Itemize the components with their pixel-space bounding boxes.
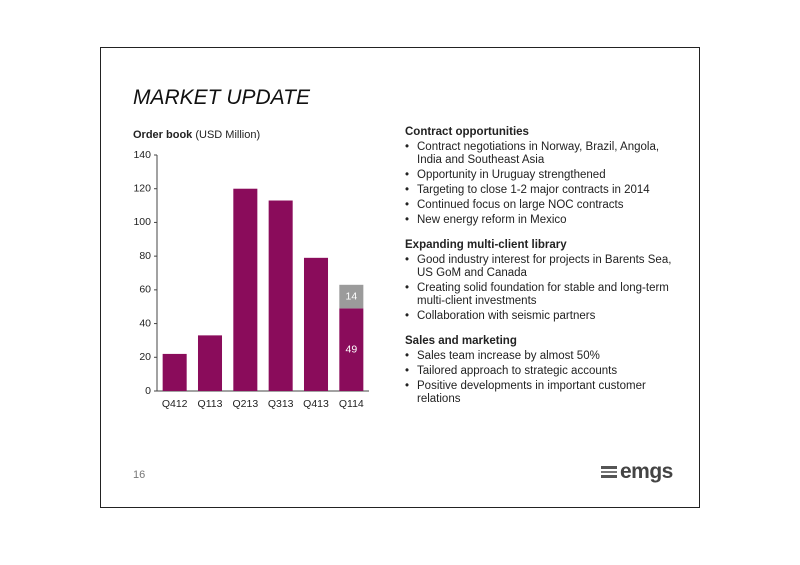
bullet: New energy reform in Mexico [405, 214, 680, 227]
chart-unit: (USD Million) [195, 129, 260, 141]
bullet: Sales team increase by almost 50% [405, 350, 680, 363]
section: Sales and marketing Sales team increase b… [405, 335, 680, 406]
logo-text: emgs [620, 460, 673, 483]
chart-title-wrap: Order book (USD Million) [133, 129, 260, 141]
bullet: Targeting to close 1-2 major contracts i… [405, 184, 680, 197]
bullet-list: Sales team increase by almost 50% Tailore… [405, 350, 680, 406]
bullet: Contract negotiations in Norway, Brazil,… [405, 141, 680, 167]
text-column: Contract opportunities Contract negotiati… [405, 126, 680, 418]
bullet: Continued focus on large NOC contracts [405, 199, 680, 212]
y-tick-label: 80 [139, 250, 151, 262]
section: Contract opportunities Contract negotiati… [405, 126, 680, 227]
bar-segment [303, 257, 329, 391]
section-heading: Contract opportunities [405, 126, 529, 138]
x-tick-label: Q213 [232, 398, 258, 410]
bar-segment [268, 200, 293, 391]
chart-title: Order book [133, 129, 193, 141]
logo: emgs [600, 460, 673, 484]
y-tick-label: 0 [145, 385, 151, 397]
bullet: Positive developments in important custo… [405, 380, 680, 406]
x-tick-label: Q114 [339, 398, 364, 410]
section-heading: Sales and marketing [405, 335, 517, 347]
y-tick-label: 60 [139, 284, 151, 296]
bullet: Opportunity in Uruguay strengthened [405, 169, 680, 182]
y-tick-label: 20 [139, 351, 151, 363]
x-tick-label: Q413 [303, 398, 329, 410]
bullet: Collaboration with seismic partners [405, 310, 680, 323]
bullet: Creating solid foundation for stable and… [405, 282, 680, 308]
section-heading: Expanding multi-client library [405, 239, 567, 251]
bar-segment [339, 308, 364, 391]
bullet: Good industry interest for projects in B… [405, 254, 680, 280]
x-tick-label: Q313 [268, 398, 294, 410]
bar-segment [197, 335, 223, 391]
slide-title: MARKET UPDATE [133, 86, 310, 109]
section: Expanding multi-client library Good indus… [405, 239, 680, 323]
y-tick-label: 40 [139, 317, 151, 329]
y-tick-label: 140 [133, 149, 151, 161]
bullet-list: Good industry interest for projects in B… [405, 254, 680, 323]
page-number: 16 [133, 469, 146, 481]
bullet: Tailored approach to strategic accounts [405, 365, 680, 378]
x-tick-label: Q113 [198, 398, 223, 410]
value-label: 49 [345, 343, 357, 355]
y-tick-label: 120 [133, 182, 151, 194]
bar-segment [339, 284, 364, 309]
x-tick-label: Q412 [162, 398, 188, 410]
bullet-list: Contract negotiations in Norway, Brazil,… [405, 141, 680, 227]
value-label: 14 [345, 290, 357, 302]
bar-segment [162, 353, 187, 391]
bar-segment [233, 188, 258, 391]
y-tick-label: 100 [133, 216, 151, 228]
logo-icon [601, 466, 617, 478]
slide-frame [100, 47, 700, 508]
